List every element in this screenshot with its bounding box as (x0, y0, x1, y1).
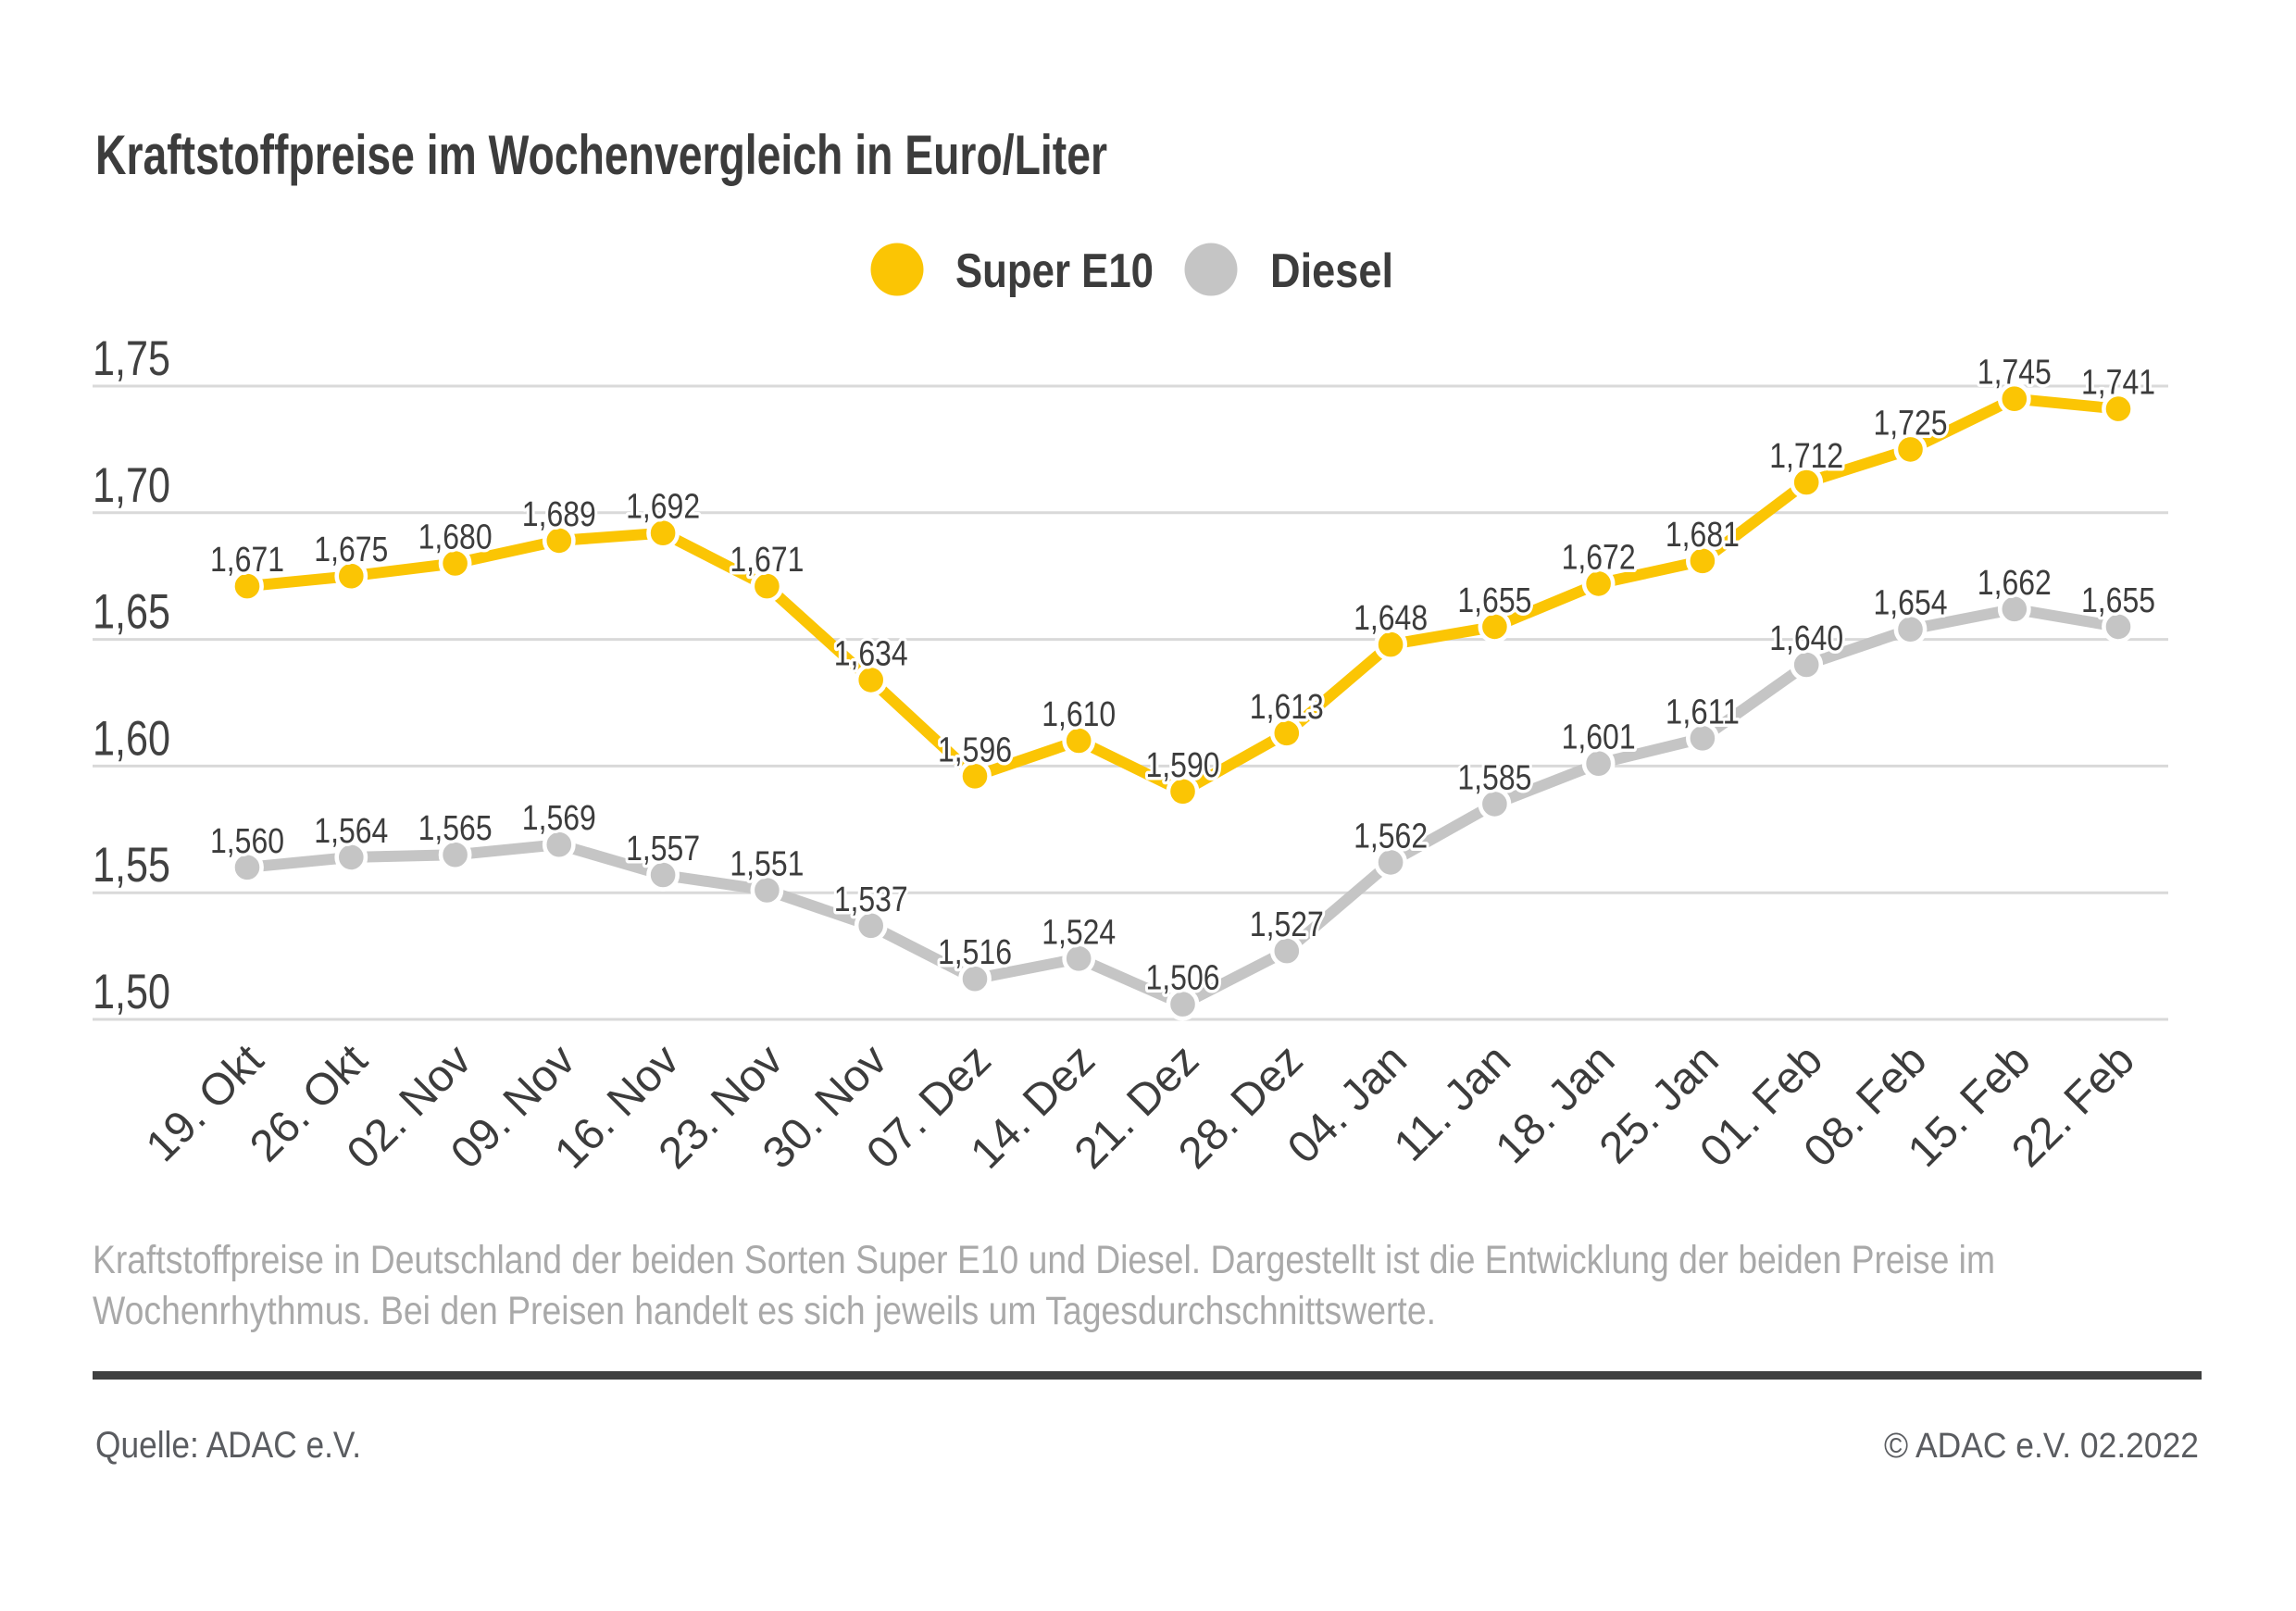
svg-text:1,675: 1,675 (314, 531, 388, 569)
svg-text:1,672: 1,672 (1562, 538, 1636, 577)
svg-text:Quelle: ADAC e.V.: Quelle: ADAC e.V. (95, 1425, 361, 1466)
svg-text:1,70: 1,70 (93, 458, 170, 513)
svg-text:1,585: 1,585 (1457, 758, 1531, 797)
svg-text:1,590: 1,590 (1146, 746, 1220, 785)
svg-text:© ADAC e.V. 02.2022: © ADAC e.V. 02.2022 (1884, 1427, 2199, 1466)
svg-text:1,692: 1,692 (626, 488, 700, 527)
svg-text:1,640: 1,640 (1769, 619, 1843, 658)
svg-text:1,648: 1,648 (1354, 599, 1428, 638)
svg-text:Kraftstoffpreise in Deutschlan: Kraftstoffpreise in Deutschland der beid… (93, 1238, 1995, 1282)
svg-text:Kraftstoffpreise im Wochenverg: Kraftstoffpreise im Wochenvergleich in E… (95, 124, 1107, 186)
svg-text:1,654: 1,654 (1874, 584, 1948, 623)
svg-text:1,680: 1,680 (418, 518, 493, 557)
svg-text:1,50: 1,50 (93, 965, 170, 1019)
svg-text:1,551: 1,551 (730, 845, 804, 884)
svg-text:1,681: 1,681 (1666, 516, 1740, 555)
svg-text:Wochenrhythmus. Bei den Preise: Wochenrhythmus. Bei den Preisen handelt … (93, 1289, 1436, 1333)
svg-text:1,560: 1,560 (210, 822, 284, 861)
svg-text:1,671: 1,671 (730, 541, 804, 580)
svg-text:1,655: 1,655 (2081, 581, 2155, 620)
svg-text:1,65: 1,65 (93, 585, 170, 640)
svg-text:1,671: 1,671 (210, 541, 284, 580)
svg-text:1,506: 1,506 (1146, 959, 1220, 998)
svg-text:1,601: 1,601 (1562, 718, 1636, 757)
svg-text:1,557: 1,557 (626, 830, 700, 868)
svg-text:Super E10: Super E10 (955, 244, 1154, 298)
svg-text:1,596: 1,596 (938, 731, 1012, 769)
svg-text:1,569: 1,569 (522, 799, 596, 838)
svg-text:1,564: 1,564 (314, 812, 388, 851)
svg-text:1,60: 1,60 (93, 711, 170, 766)
svg-text:1,745: 1,745 (1978, 354, 2052, 393)
svg-text:1,537: 1,537 (834, 880, 908, 919)
svg-text:1,524: 1,524 (1042, 913, 1116, 952)
svg-text:1,565: 1,565 (418, 809, 493, 848)
svg-text:1,712: 1,712 (1769, 437, 1843, 476)
svg-text:1,662: 1,662 (1978, 564, 2052, 603)
svg-text:1,610: 1,610 (1042, 695, 1116, 734)
svg-text:1,611: 1,611 (1666, 693, 1740, 731)
svg-text:1,725: 1,725 (1874, 404, 1948, 443)
svg-text:1,55: 1,55 (93, 838, 170, 893)
svg-text:1,562: 1,562 (1354, 817, 1428, 855)
svg-text:1,655: 1,655 (1457, 581, 1531, 620)
svg-text:1,689: 1,689 (522, 495, 596, 534)
svg-text:1,527: 1,527 (1250, 905, 1324, 944)
svg-text:Diesel: Diesel (1270, 244, 1393, 298)
svg-text:1,75: 1,75 (93, 331, 170, 386)
svg-text:1,741: 1,741 (2081, 364, 2155, 403)
svg-text:1,516: 1,516 (938, 933, 1012, 972)
svg-text:1,613: 1,613 (1250, 688, 1324, 727)
svg-text:1,634: 1,634 (834, 634, 908, 673)
